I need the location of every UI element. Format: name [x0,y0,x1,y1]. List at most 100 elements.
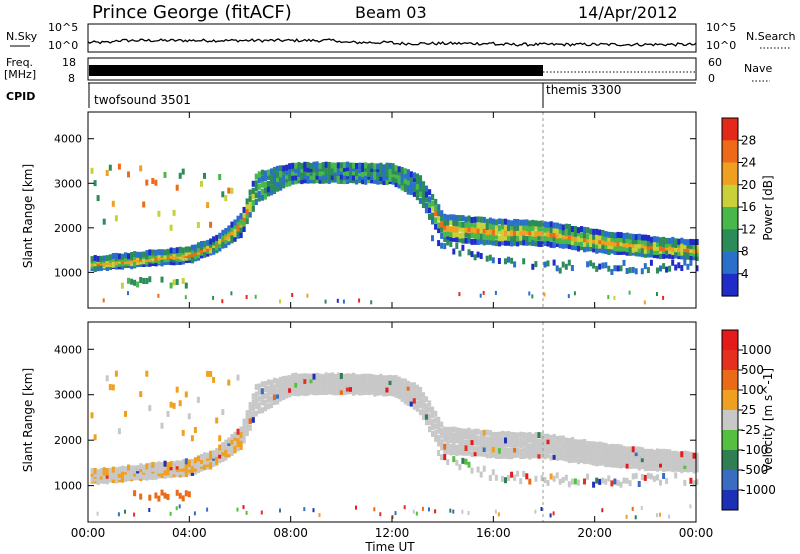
echo-cell [449,236,453,243]
echo-cell [263,399,267,406]
echo-cell [640,463,644,470]
echo-cell [251,405,255,412]
echo-cell [561,454,565,461]
echo-cell [665,465,669,472]
echo-cell [461,444,465,450]
echo-cell [662,236,666,243]
echo-cell [421,398,426,405]
echo-cell [546,225,550,232]
echo-cell [628,480,632,487]
echo-cell [537,230,541,237]
echo-cell [622,259,626,266]
echo-cell [257,383,261,390]
echo-cell [668,453,672,460]
freq-label: Freq. [6,56,33,69]
echo-cell [516,432,520,439]
echo-cell [227,239,231,246]
echo-cell [689,254,693,261]
echo-cell [580,457,584,463]
echo-cell [288,382,292,389]
echo-cell [175,279,179,285]
echo-cell [181,462,185,469]
echo-cell [142,464,146,471]
echo-cell [224,451,228,458]
echo-cell [385,179,389,186]
echo-cell [534,452,538,459]
echo-cell [625,242,629,248]
echo-cell [400,179,404,186]
echo-cell [470,226,474,233]
echo-cell [260,399,264,406]
echo-cell [254,391,258,398]
echo-cell [297,174,301,181]
echo-cell [683,479,687,486]
freq-bar [89,65,543,76]
echo-cell [507,225,511,232]
echo-cell [504,437,508,444]
echo-cell [561,229,565,236]
echo-cell [567,233,571,240]
echo-cell [510,224,514,231]
echo-cell [227,379,231,386]
echo-cell [230,225,234,232]
echo-cell [601,451,605,457]
echo-cell [616,245,620,252]
echo-cell [181,252,185,259]
echo-cell [364,165,368,172]
echo-cell [424,408,429,415]
echo-cell [604,442,608,449]
echo-cell [209,454,213,461]
echo-cell [342,381,347,388]
echo-cell [601,456,605,463]
echo-cell [586,240,590,247]
echo-cell [464,226,468,233]
echo-cell [552,259,556,266]
echo-cell [324,173,328,180]
echo-cell [254,173,258,180]
echo-cell [242,423,246,430]
echo-cell [649,461,654,468]
echo-cell [607,231,611,238]
colorbar-swatch [722,490,738,511]
echo-cell [327,380,331,387]
echo-cell [352,162,356,169]
echo-cell [318,380,322,387]
echo-cell [543,226,547,233]
echo-cell [136,465,140,472]
echo-cell [558,242,562,249]
echo-cell [209,238,213,245]
echo-cell [93,468,97,474]
echo-cell [613,295,616,300]
echo-cell [300,377,304,384]
echo-cell [382,375,386,382]
echo-cell [108,254,112,261]
echo-cell [303,373,307,380]
echo-cell [142,201,146,208]
echo-cell [510,257,514,264]
echo-cell [355,385,359,392]
echo-cell [662,466,666,472]
x-tick-label: 16:00 [476,526,511,540]
echo-cell [339,165,343,172]
echo-cell [200,241,204,247]
echo-cell [467,433,471,439]
echo-cell [443,443,447,450]
echo-cell [342,178,347,185]
echo-cell [476,216,480,223]
echo-cell [504,452,508,459]
echo-cell [230,291,233,296]
echo-cell [269,395,274,402]
echo-cell [689,477,693,484]
echo-cell [692,254,696,261]
echo-cell [127,291,129,296]
echo-cell [236,215,240,222]
echo-cell [595,265,599,272]
echo-cell [540,225,544,232]
echo-cell [291,169,295,176]
echo-cell [637,481,641,487]
echo-cell [643,243,647,250]
echo-cell [127,253,131,260]
echo-cell [662,453,666,460]
echo-cell [540,448,544,455]
echo-cell [604,461,608,468]
